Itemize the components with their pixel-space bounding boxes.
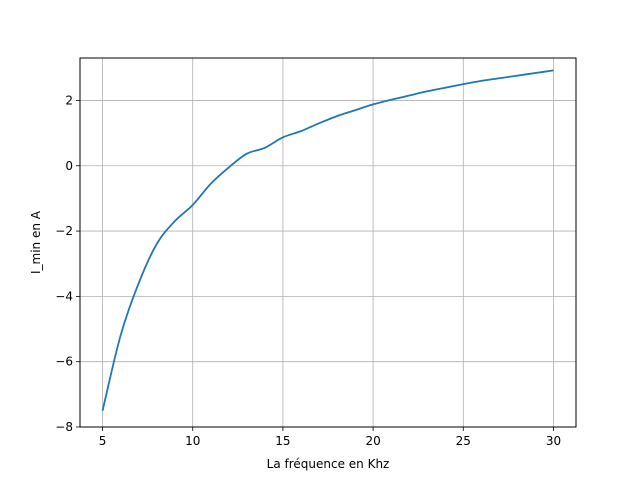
y-axis-label: I_min en A: [29, 210, 43, 274]
y-axis: −8 −6 −4 −2 0 2: [55, 93, 80, 434]
y-tick-label: 2: [65, 93, 73, 107]
x-tick-label: 25: [456, 434, 471, 448]
y-tick-label: 0: [65, 159, 73, 173]
y-tick-label: −8: [55, 420, 73, 434]
x-tick-label: 30: [546, 434, 561, 448]
series-layer: [101, 69, 554, 411]
y-tick-label: −4: [55, 289, 73, 303]
x-axis-label: La fréquence en Khz: [267, 457, 390, 471]
x-tick-label: 15: [275, 434, 290, 448]
x-tick-label: 20: [365, 434, 380, 448]
plot-frame: [79, 57, 577, 428]
x-tick-label: 10: [185, 434, 200, 448]
series-line: [101, 69, 554, 411]
grid: [80, 58, 576, 428]
y-tick-label: −2: [55, 224, 73, 238]
x-tick-label: 5: [99, 434, 107, 448]
x-axis: 5 10 15 20 25 30: [99, 427, 561, 448]
y-tick-label: −6: [55, 355, 73, 369]
